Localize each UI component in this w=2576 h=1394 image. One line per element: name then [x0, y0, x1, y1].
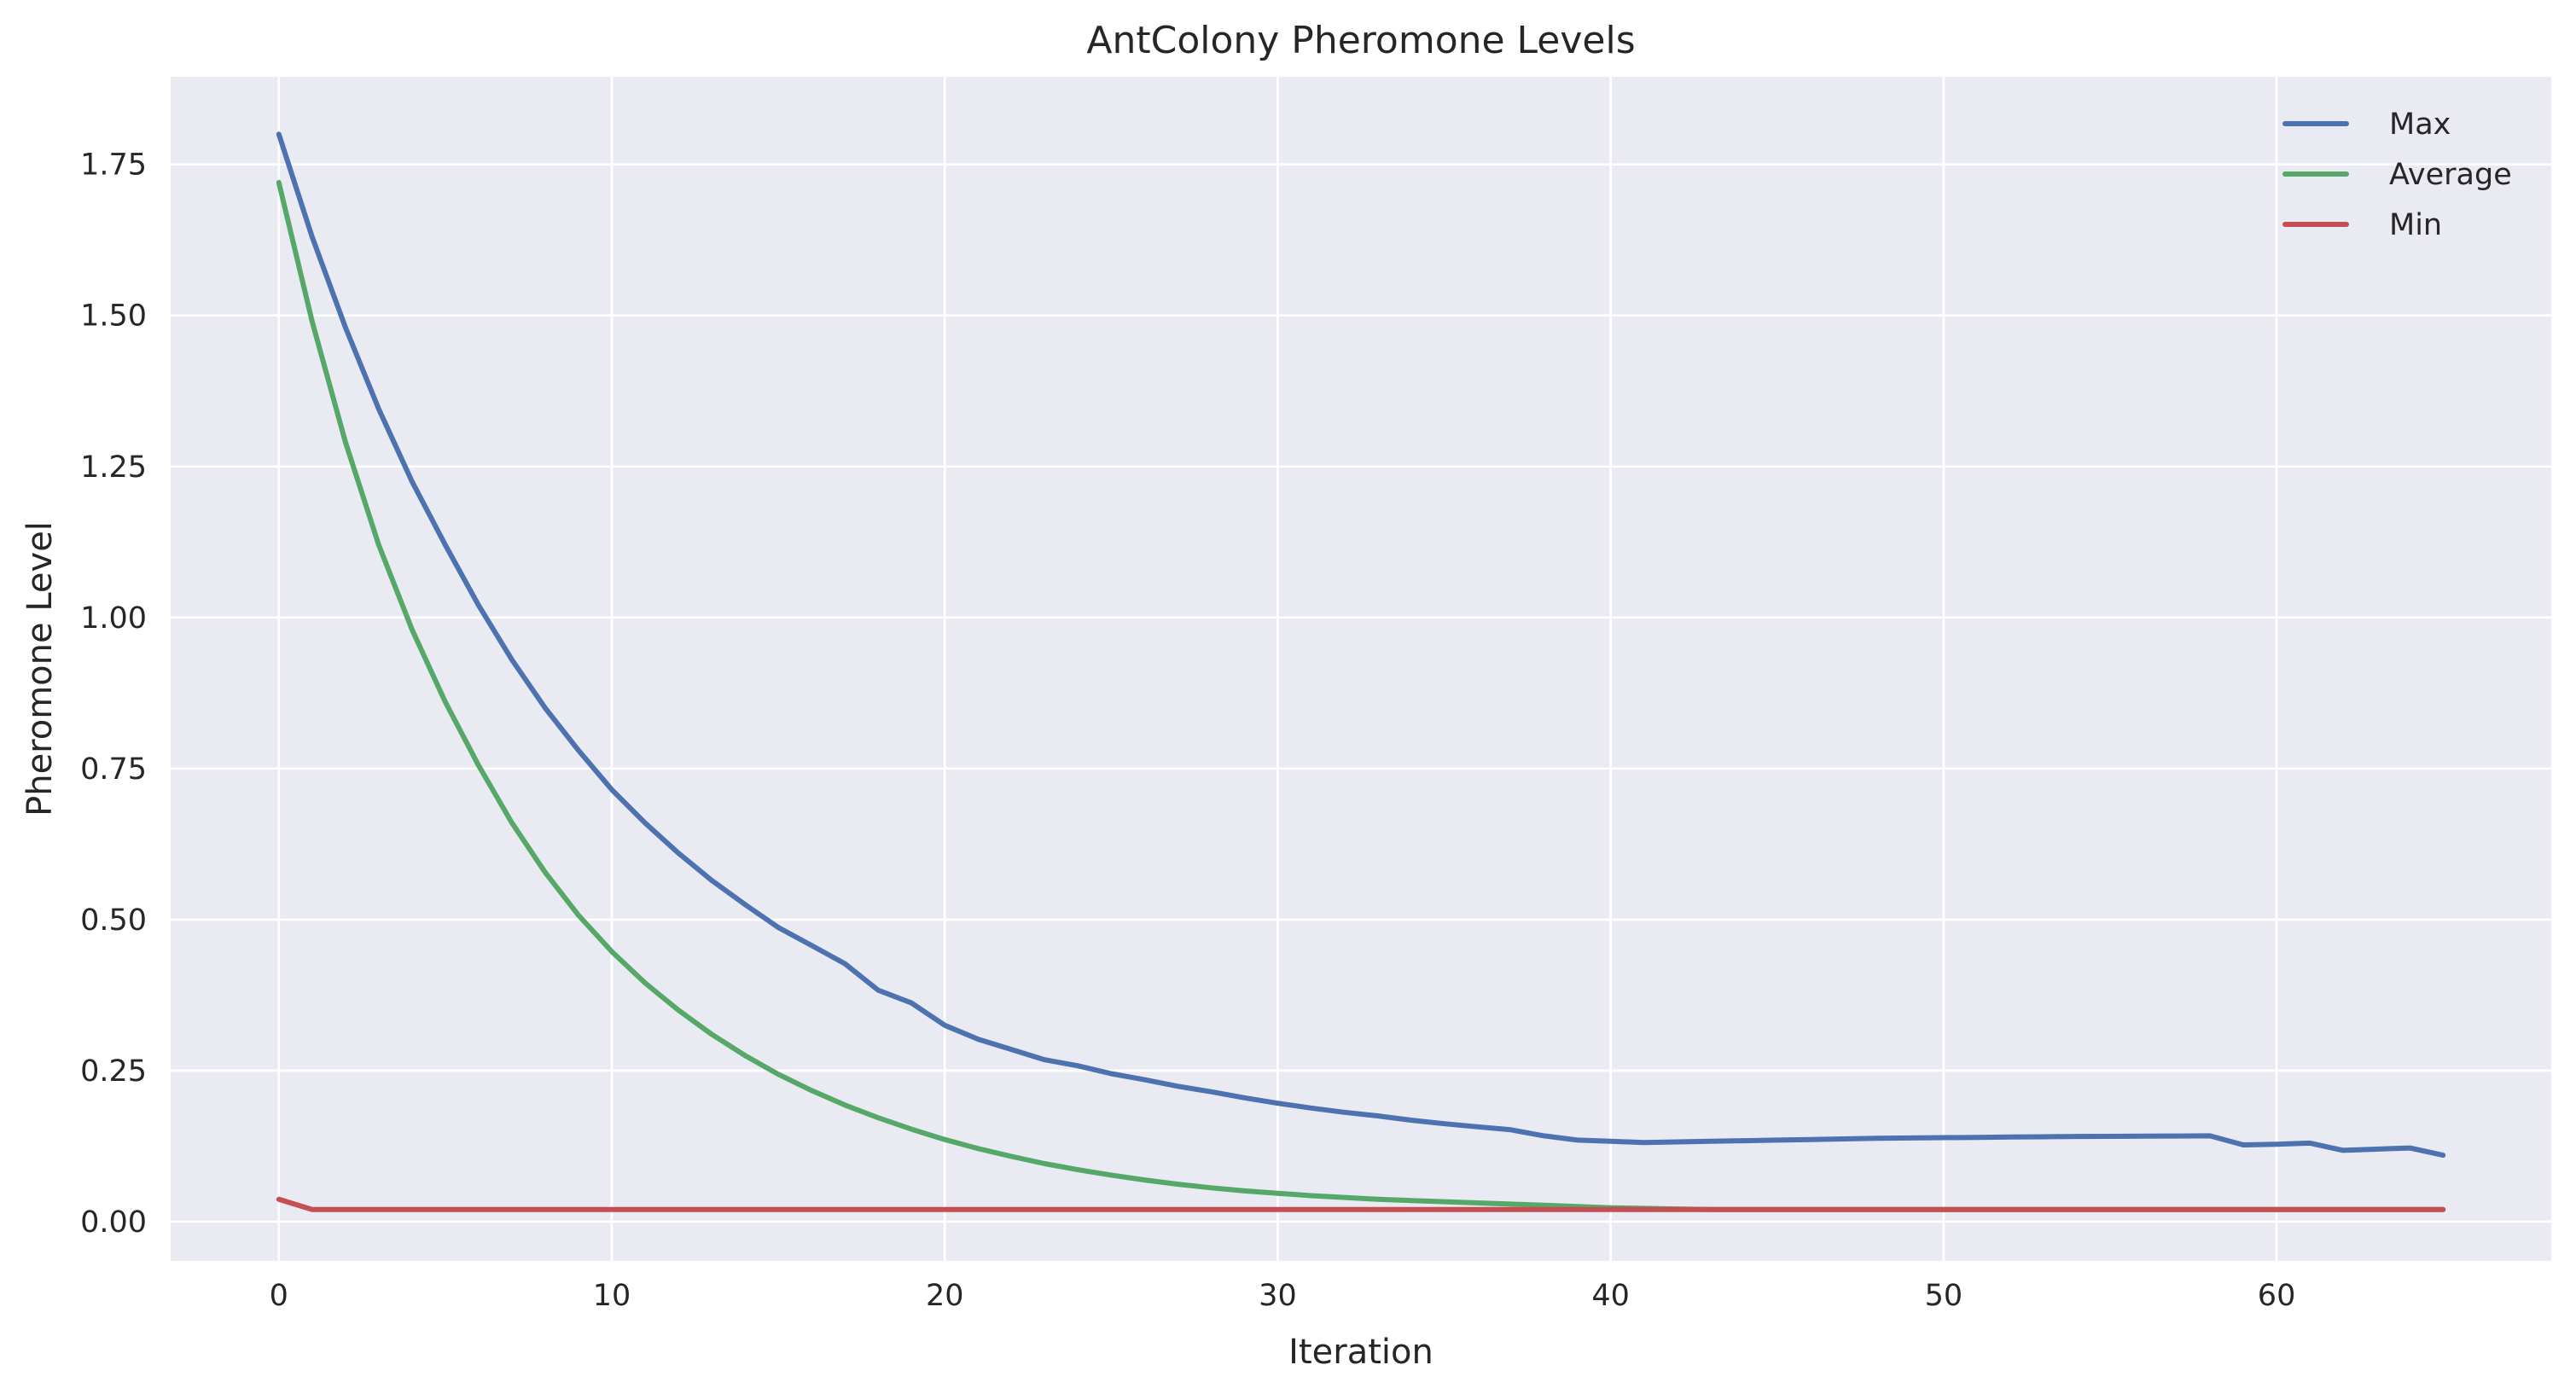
legend-label-max: Max	[2389, 107, 2451, 142]
y-tick-label: 1.00	[80, 601, 147, 636]
x-tick-label: 10	[593, 1279, 631, 1313]
x-tick-label: 0	[270, 1279, 288, 1313]
series-line-min	[276, 1196, 2446, 1212]
y-tick-label: 1.75	[80, 148, 147, 183]
x-tick-label: 50	[1925, 1279, 1963, 1313]
plot-area	[171, 77, 2551, 1261]
chart-title: AntColony Pheromone Levels	[1086, 19, 1635, 62]
y-axis-ticks: 0.00 0.25 0.50 0.75 1.00 1.25 1.50 1.75	[80, 148, 147, 1240]
legend-label-average: Average	[2389, 158, 2512, 192]
y-tick-label: 1.50	[80, 299, 147, 334]
series-lines	[276, 131, 2446, 1212]
x-tick-label: 40	[1591, 1279, 1630, 1313]
x-axis-label: Iteration	[1288, 1333, 1433, 1372]
y-axis-label: Pheromone Level	[20, 521, 60, 816]
y-tick-label: 0.75	[80, 752, 147, 787]
x-tick-label: 20	[926, 1279, 964, 1313]
y-tick-label: 0.50	[80, 903, 147, 938]
y-tick-label: 1.25	[80, 450, 147, 485]
legend-label-min: Min	[2389, 208, 2442, 242]
x-tick-label: 60	[2258, 1279, 2296, 1313]
legend: Max Average Min	[2282, 107, 2512, 242]
series-line-max	[276, 131, 2446, 1159]
y-tick-label: 0.25	[80, 1054, 147, 1089]
x-axis-ticks: 0 10 20 30 40 50 60	[270, 1279, 2296, 1313]
y-tick-label: 0.00	[80, 1205, 147, 1240]
grid-lines	[171, 77, 2551, 1261]
x-tick-label: 30	[1259, 1279, 1297, 1313]
